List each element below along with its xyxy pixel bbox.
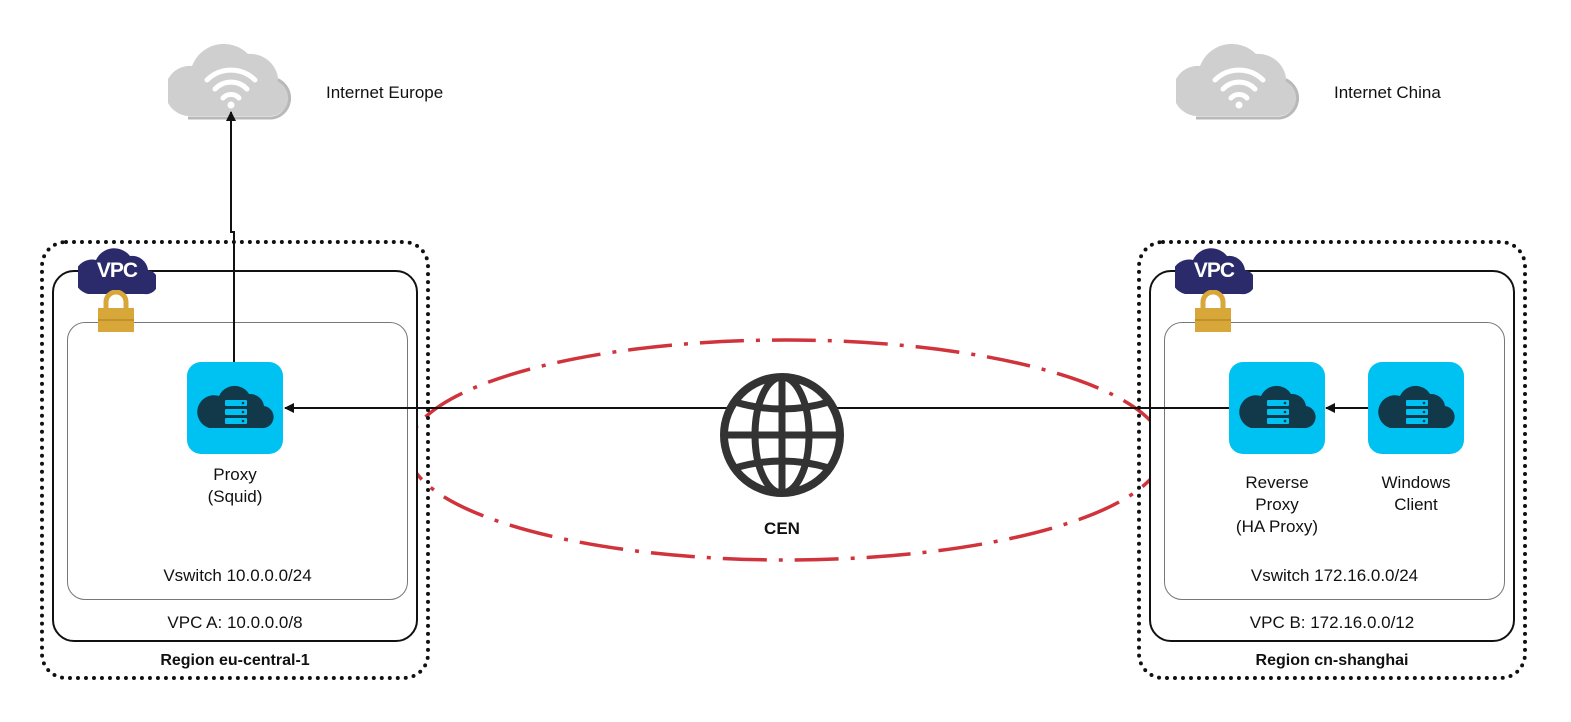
reverse-proxy-server-icon [1229, 362, 1325, 454]
proxy-label-line1: Proxy [213, 465, 257, 484]
vpc-b-label: VPC B: 172.16.0.0/12 [1249, 613, 1415, 632]
lock-icon [98, 290, 134, 332]
vswitch-right-label: Vswitch 172.16.0.0/24 [1250, 566, 1419, 585]
windows-client-server-icon [1368, 362, 1464, 454]
proxy-label: Proxy (Squid) [165, 464, 305, 508]
vpc-badge-text: VPC [1193, 259, 1235, 282]
vpc-cloud-icon [78, 248, 156, 295]
proxy-server-icon [187, 362, 283, 454]
reverse-proxy-label-line1: Reverse [1245, 473, 1309, 492]
windows-client-label: Windows Client [1346, 472, 1486, 516]
lock-icon [1195, 290, 1231, 332]
proxy-label-line2: (Squid) [207, 487, 263, 506]
vswitch-left-label: Vswitch 10.0.0.0/24 [163, 566, 312, 585]
internet-china-label: Internet China [1334, 83, 1441, 102]
cloud-wifi-icon [1176, 43, 1300, 120]
vswitch-left-box [67, 322, 408, 600]
vpc-a-label: VPC A: 10.0.0.0/8 [167, 613, 303, 632]
region-right-label: Region cn-shanghai [1255, 652, 1409, 669]
globe-icon [720, 373, 844, 497]
cloud-wifi-icon [168, 43, 292, 120]
region-left-label: Region eu-central-1 [160, 652, 310, 669]
proxy-to-internet-arrow [226, 111, 236, 362]
vpc-badge-text: VPC [96, 259, 138, 282]
vpc-cloud-icon [1175, 248, 1253, 295]
windows-client-label-line2: Client [1394, 495, 1438, 514]
reverse-proxy-label: Reverse Proxy (HA Proxy) [1207, 472, 1347, 538]
reverse-proxy-label-line3: (HA Proxy) [1235, 517, 1319, 536]
region-right [1137, 240, 1527, 680]
cen-label: CEN [764, 519, 800, 538]
reverse-proxy-label-line2: Proxy [1255, 495, 1299, 514]
windows-client-label-line1: Windows [1381, 473, 1451, 492]
internet-europe-label: Internet Europe [326, 83, 444, 102]
vswitch-right-box [1164, 322, 1505, 600]
